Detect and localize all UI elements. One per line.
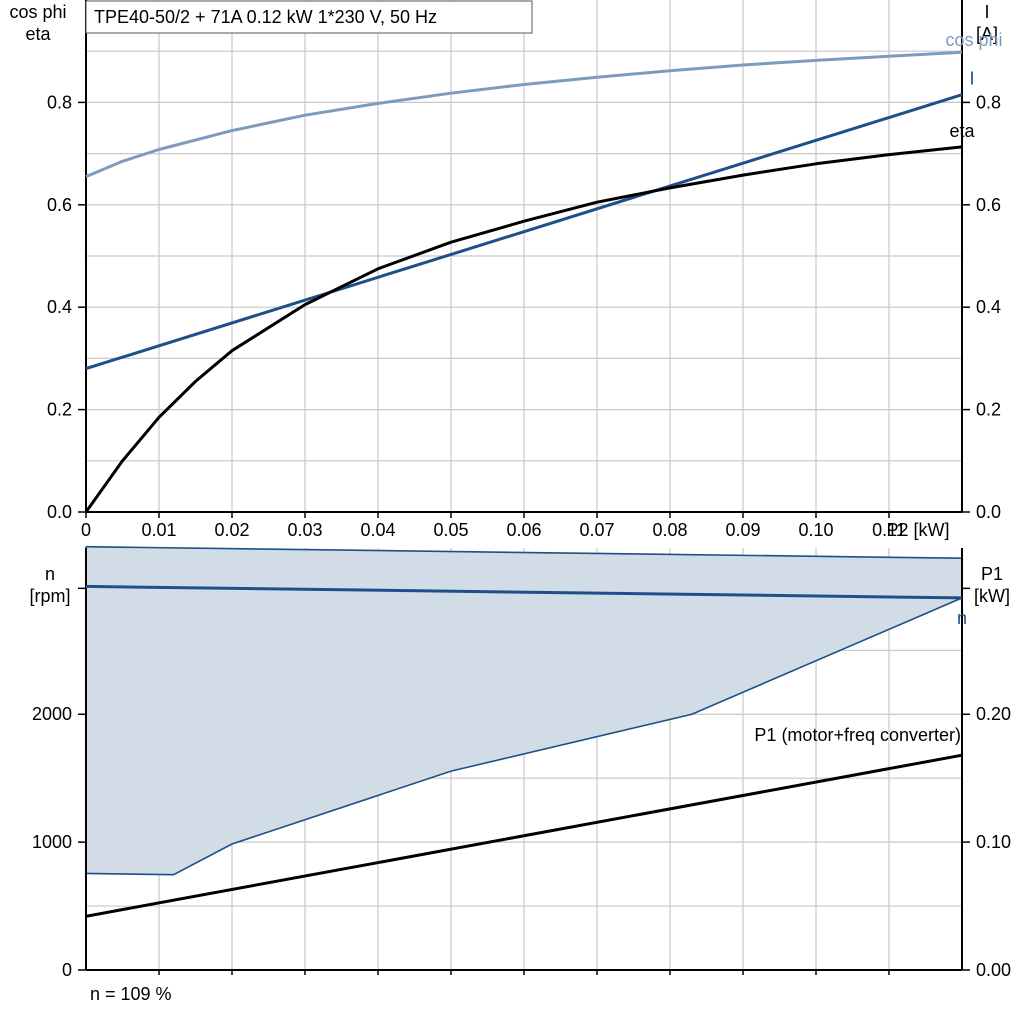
y-tick-label-right: 0.8 [976, 92, 1001, 112]
y-tick-label-left: 0.6 [47, 195, 72, 215]
x-tick-label: 0.02 [214, 520, 249, 540]
x-tick-label: 0.10 [798, 520, 833, 540]
y-tick-label-left: 0.0 [47, 502, 72, 522]
y-axis-label-left: cos phi [9, 2, 66, 22]
series-line-I [85, 93, 963, 371]
y-axis-label-right: [A] [976, 24, 998, 44]
y-tick-label-left: 0.2 [47, 400, 72, 420]
y-axis-label-right: I [984, 2, 989, 22]
y-tick-label-right: 0.4 [976, 297, 1001, 317]
series-line-n [85, 584, 963, 600]
y-tick-label-right: 0.00 [976, 960, 1011, 980]
x-tick-label: 0.01 [141, 520, 176, 540]
y-axis-label-right: P1 [981, 564, 1003, 584]
x-axis-label: P2 [kW] [886, 520, 949, 540]
series-line-p1 [85, 753, 963, 918]
y-axis-label-left: eta [25, 24, 51, 44]
y-axis-label-left: n [45, 564, 55, 584]
y-axis-label-left: [rpm] [29, 586, 70, 606]
speed-percent-note: n = 109 % [90, 984, 172, 1004]
operating-range-upper-edge [85, 545, 963, 560]
operating-range-area [86, 546, 962, 875]
x-tick-label: 0.08 [652, 520, 687, 540]
chart-title-box [85, 0, 533, 34]
y-tick-label-right: 0.0 [976, 502, 1001, 522]
y-axis-label-right: [kW] [974, 586, 1010, 606]
series-label: n [957, 608, 967, 628]
x-tick-label: 0.11 [872, 520, 906, 540]
series-line-cos-phi [85, 50, 963, 178]
series-label: P1 (motor+freq converter) [754, 725, 961, 745]
x-tick-label: 0.03 [287, 520, 322, 540]
operating-range-lower-edge [85, 597, 963, 876]
y-tick-label-left: 0.4 [47, 297, 72, 317]
y-tick-label-right: 0.2 [976, 400, 1001, 420]
x-tick-label: 0.06 [506, 520, 541, 540]
y-tick-label-left: 0 [62, 960, 72, 980]
x-tick-label: 0.09 [725, 520, 760, 540]
x-tick-label: 0.04 [360, 520, 395, 540]
series-label: eta [949, 121, 975, 141]
x-tick-label: 0.07 [579, 520, 614, 540]
x-tick-label: 0 [81, 520, 91, 540]
y-tick-label-right: 0.10 [976, 832, 1011, 852]
y-tick-label-left: 2000 [32, 704, 72, 724]
y-tick-label-left: 0.8 [47, 92, 72, 112]
series-label: I [969, 69, 974, 89]
series-label: cos phi [945, 30, 1002, 50]
chart-title: TPE40-50/2 + 71A 0.12 kW 1*230 V, 50 Hz [94, 7, 437, 27]
series-line-eta [84, 145, 963, 513]
y-tick-label-left: 1000 [32, 832, 72, 852]
y-tick-label-right: 0.20 [976, 704, 1011, 724]
x-tick-label: 0.05 [433, 520, 468, 540]
y-tick-label-right: 0.6 [976, 195, 1001, 215]
